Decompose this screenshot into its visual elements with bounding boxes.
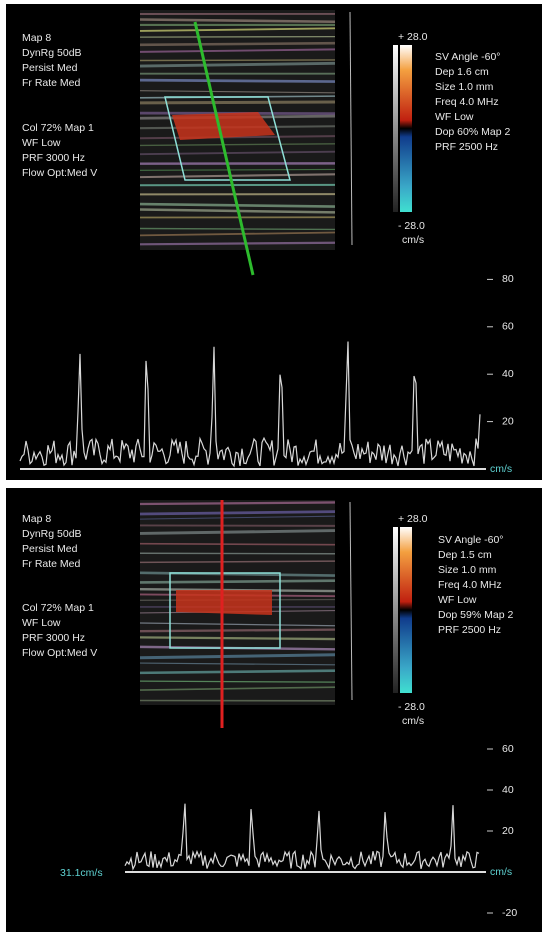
axis-tick-label: 80 xyxy=(502,273,514,285)
doppler-param-text: WF Low xyxy=(435,111,474,123)
doppler-param-text: Dop 59% Map 2 xyxy=(438,609,513,621)
doppler-param-text: Size 1.0 mm xyxy=(438,564,497,576)
scale-top: + 28.0 xyxy=(398,31,428,43)
scale-unit: cm/s xyxy=(402,234,424,246)
gray-bar xyxy=(393,45,398,212)
axis-tick-label: 40 xyxy=(502,784,514,796)
doppler-param-text: Freq 4.0 MHz xyxy=(438,579,502,591)
ultrasound-screen: + 28.0 - 28.0 cm/s Map 8 DynRg 50dB Persist M… xyxy=(0,0,548,938)
color-param-text: Col 72% Map 1 xyxy=(22,602,94,614)
param-text: Fr Rate Med xyxy=(22,558,81,570)
color-bar xyxy=(400,527,412,693)
doppler-param-text: Freq 4.0 MHz xyxy=(435,96,499,108)
scale-top: + 28.0 xyxy=(398,513,428,525)
scale-bottom: - 28.0 xyxy=(398,701,425,713)
color-flow xyxy=(176,590,272,615)
velocity-readout: 31.1cm/s xyxy=(60,867,103,879)
doppler-param-text: PRF 2500 Hz xyxy=(438,624,501,636)
tissue-echo xyxy=(140,43,335,45)
param-text: Persist Med xyxy=(22,543,78,555)
color-param-text: WF Low xyxy=(22,137,61,149)
color-param-text: PRF 3000 Hz xyxy=(22,152,85,164)
doppler-param-text: Dep 1.6 cm xyxy=(435,66,489,78)
doppler-param-text: Dep 1.5 cm xyxy=(438,549,492,561)
doppler-param-text: PRF 2500 Hz xyxy=(435,141,498,153)
color-param-text: Col 72% Map 1 xyxy=(22,122,94,134)
tissue-echo xyxy=(140,80,335,81)
color-param-text: PRF 3000 Hz xyxy=(22,632,85,644)
tissue-echo xyxy=(140,544,335,545)
doppler-param-text: SV Angle -60° xyxy=(438,534,504,546)
param-text: Fr Rate Med xyxy=(22,77,81,89)
axis-tick-label: 20 xyxy=(502,415,514,427)
color-param-text: Flow Opt:Med V xyxy=(22,167,97,179)
scale-unit: cm/s xyxy=(402,715,424,727)
param-text: Persist Med xyxy=(22,62,78,74)
axis-tick-label: -20 xyxy=(502,907,517,919)
color-param-text: Flow Opt:Med V xyxy=(22,647,97,659)
doppler-param-text: Size 1.0 mm xyxy=(435,81,494,93)
axis-unit: cm/s xyxy=(490,463,512,475)
param-text: Map 8 xyxy=(22,513,51,525)
tissue-echo xyxy=(140,60,335,61)
axis-unit: cm/s xyxy=(490,866,512,878)
axis-tick-label: 40 xyxy=(502,368,514,380)
color-flow xyxy=(172,112,275,140)
tissue-echo xyxy=(140,228,335,229)
param-text: DynRg 50dB xyxy=(22,528,82,540)
tissue-echo xyxy=(140,102,335,103)
doppler-param-text: SV Angle -60° xyxy=(435,51,501,63)
color-param-text: WF Low xyxy=(22,617,61,629)
axis-tick-label: 60 xyxy=(502,743,514,755)
param-text: DynRg 50dB xyxy=(22,47,82,59)
axis-tick-label: 60 xyxy=(502,321,514,333)
tissue-echo xyxy=(140,502,335,504)
color-bar xyxy=(400,45,412,212)
scale-bottom: - 28.0 xyxy=(398,220,425,232)
param-text: Map 8 xyxy=(22,32,51,44)
gray-bar xyxy=(393,527,398,693)
doppler-param-text: WF Low xyxy=(438,594,477,606)
axis-tick-label: 20 xyxy=(502,825,514,837)
doppler-param-text: Dop 60% Map 2 xyxy=(435,126,510,138)
